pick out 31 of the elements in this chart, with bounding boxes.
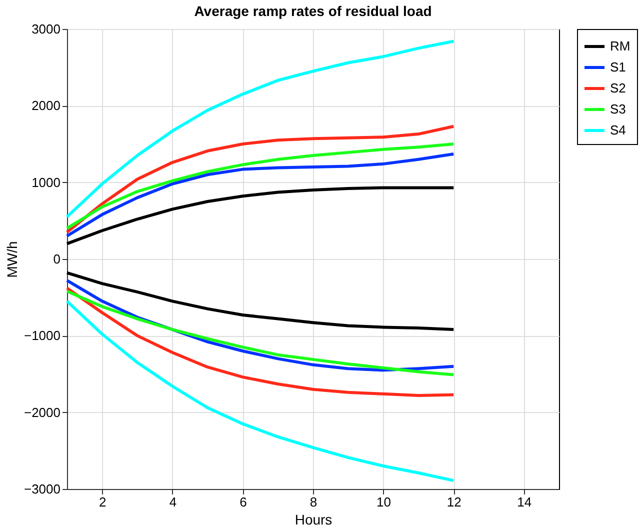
x-tick-label: 6 bbox=[240, 494, 247, 510]
line-series bbox=[66, 286, 456, 397]
line-series bbox=[66, 271, 456, 332]
line-series bbox=[66, 40, 456, 218]
legend-label: S1 bbox=[610, 60, 626, 74]
x-tick-label: 4 bbox=[169, 494, 177, 510]
legend-label: S4 bbox=[610, 122, 626, 138]
y-tick-label: −3000 bbox=[24, 482, 60, 496]
legend-label: S3 bbox=[610, 102, 626, 116]
line-series bbox=[66, 290, 456, 376]
y-tick-label: 1000 bbox=[32, 174, 60, 190]
y-tick-label: −2000 bbox=[24, 404, 60, 420]
y-tick-label: 0 bbox=[53, 252, 60, 266]
x-tick-label: 10 bbox=[376, 494, 392, 510]
x-tick-label: 8 bbox=[310, 494, 318, 510]
line-series bbox=[66, 186, 456, 246]
line-series bbox=[66, 142, 456, 230]
line-series bbox=[66, 300, 456, 482]
x-axis-title: Hours bbox=[294, 512, 332, 528]
legend-label: S2 bbox=[610, 80, 626, 96]
y-axis-title: MW/h bbox=[4, 241, 20, 278]
y-tick-label: 3000 bbox=[32, 22, 60, 36]
x-tick-label: 14 bbox=[517, 494, 532, 510]
y-tick-label: 2000 bbox=[32, 98, 60, 114]
y-tick-label: −1000 bbox=[24, 328, 60, 344]
line-series bbox=[66, 124, 456, 234]
legend-label: RM bbox=[610, 38, 630, 54]
x-tick-label: 12 bbox=[446, 494, 462, 510]
chart-title: Average ramp rates of residual load bbox=[194, 3, 432, 19]
line-series bbox=[66, 152, 456, 238]
x-tick-label: 2 bbox=[99, 494, 106, 510]
